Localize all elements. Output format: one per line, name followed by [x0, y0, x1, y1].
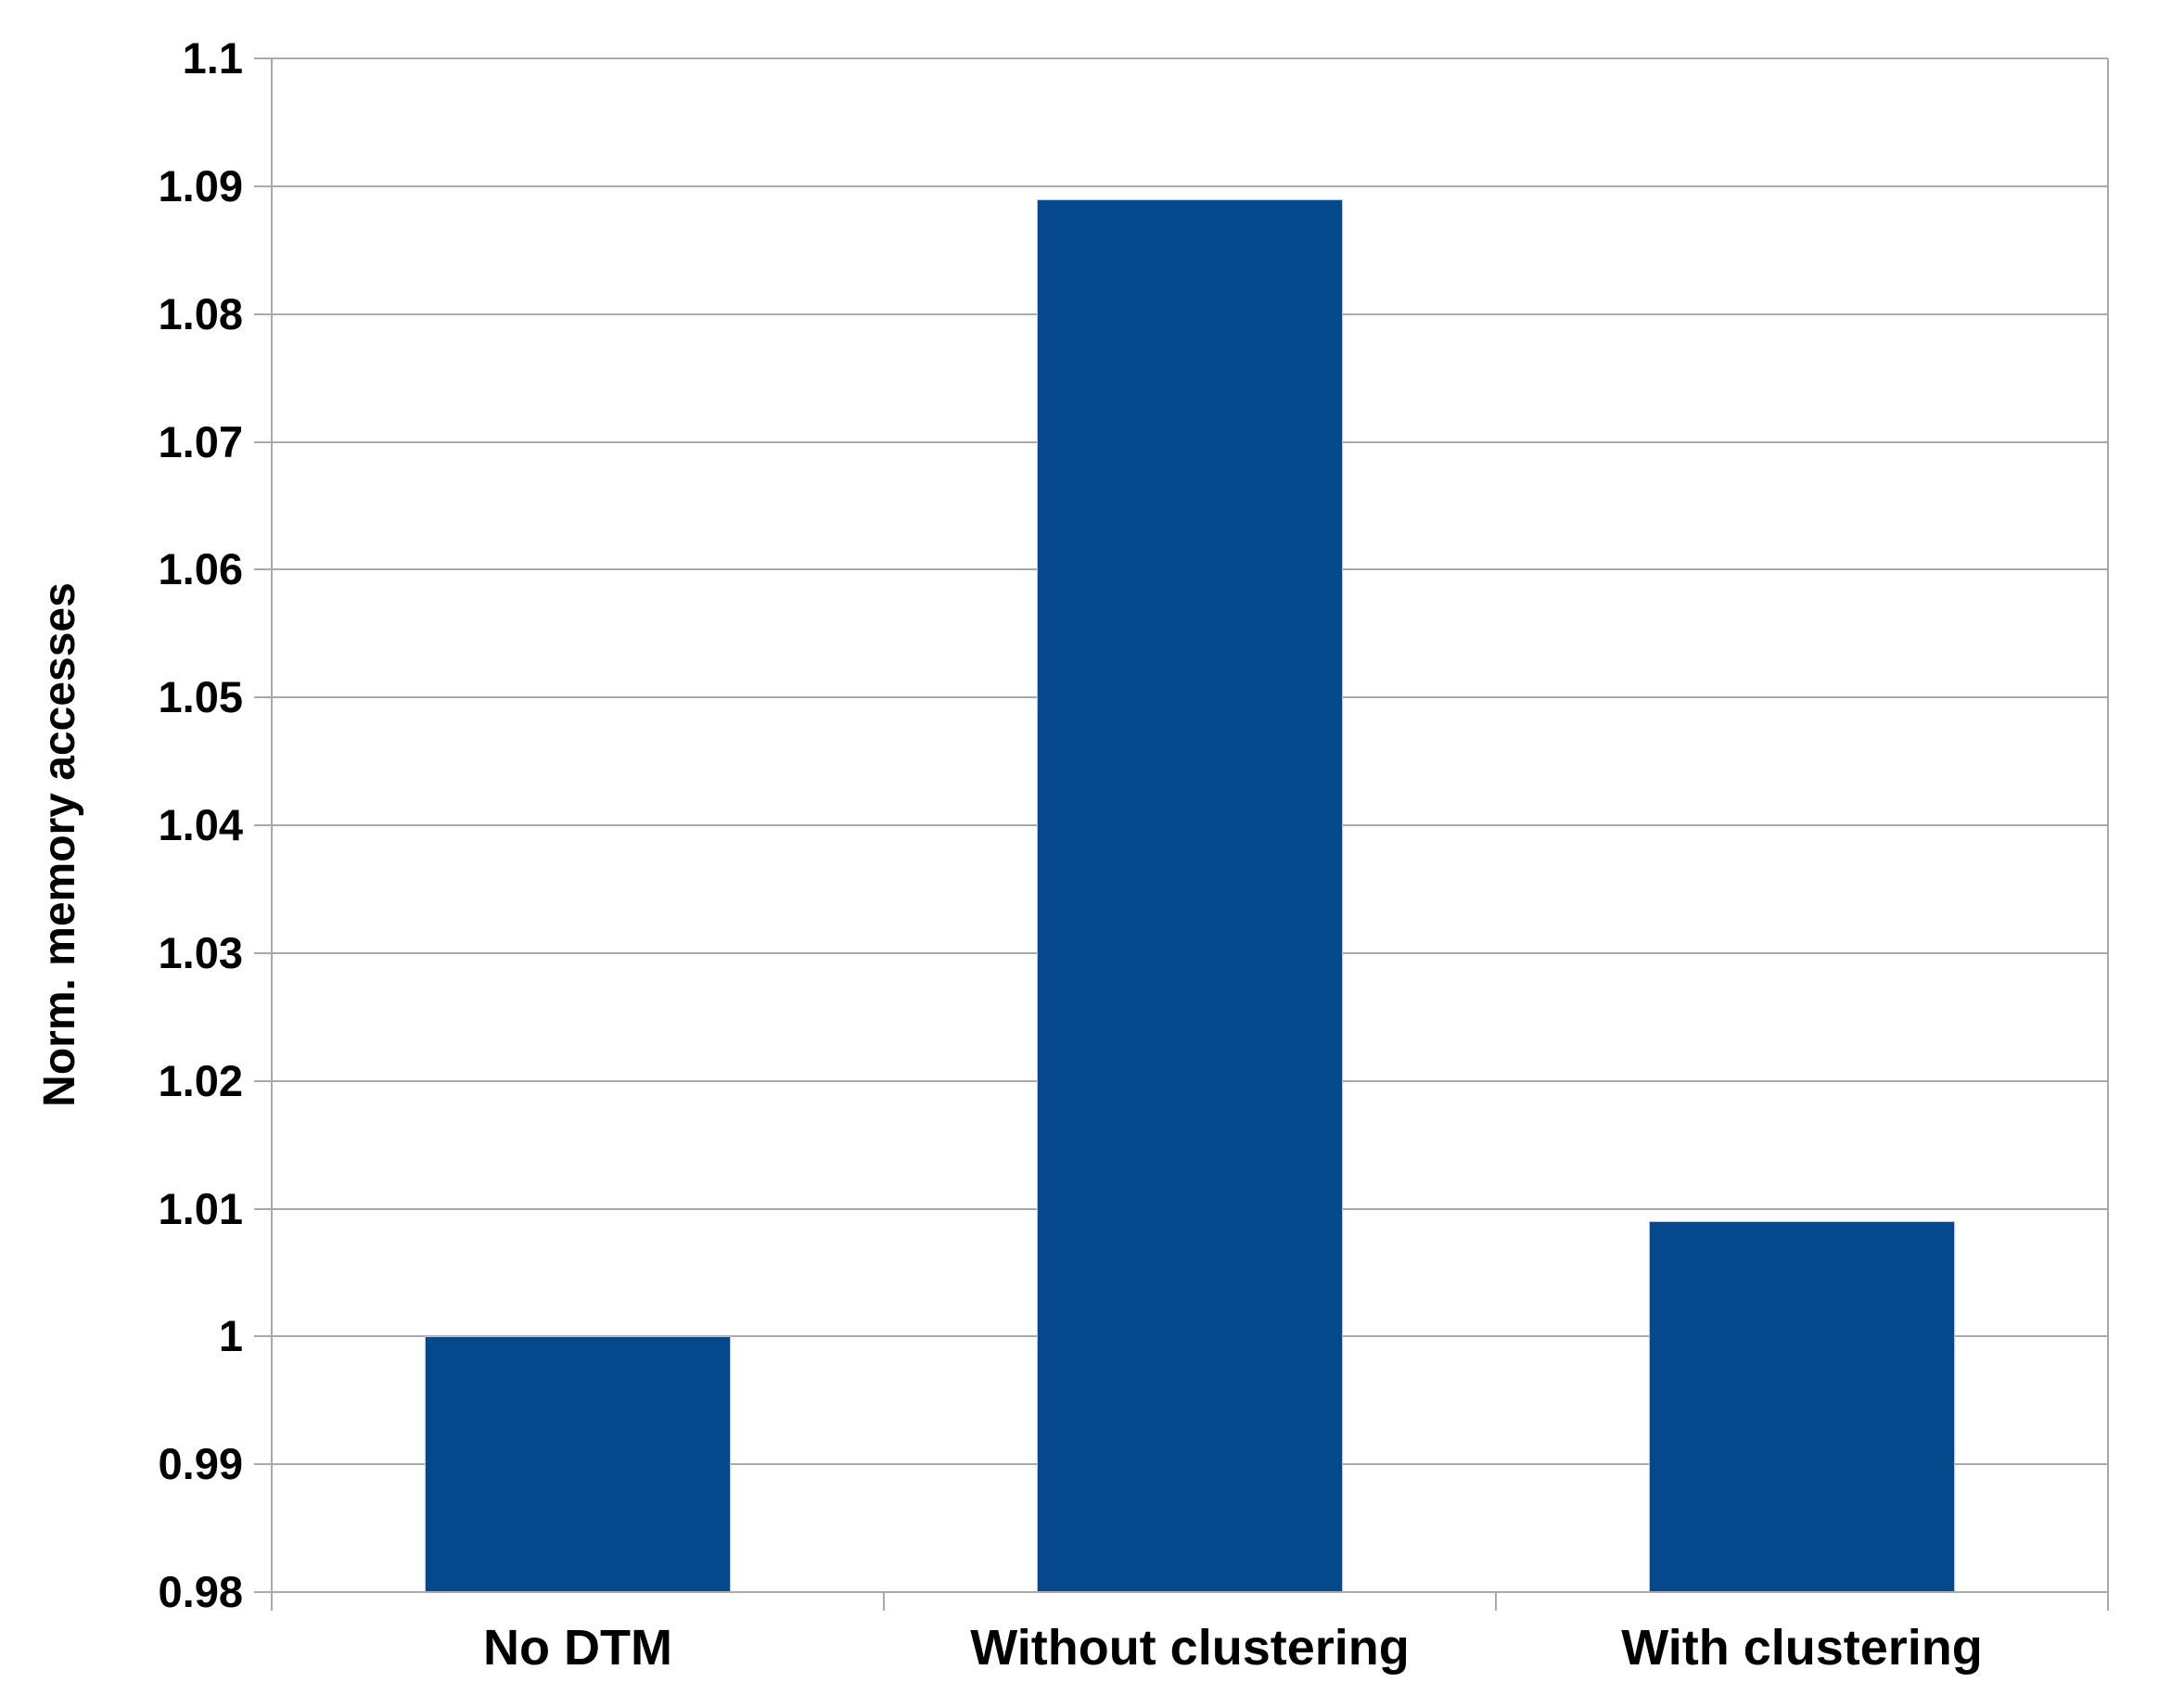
- y-tick-label: 1.04: [158, 800, 243, 849]
- x-axis-label-with-clustering: With clustering: [1621, 1620, 1983, 1676]
- bar-no-dtm: [425, 1336, 731, 1592]
- y-tick-label: 1.02: [158, 1056, 243, 1105]
- y-tick-mark: [254, 1208, 272, 1210]
- y-tick-label: 1.08: [158, 289, 243, 338]
- y-tick-mark: [254, 696, 272, 698]
- y-tick-mark: [254, 952, 272, 954]
- y-tick-mark: [254, 57, 272, 59]
- y-tick-mark: [254, 568, 272, 570]
- plot-right-frame: [2107, 58, 2109, 1611]
- y-tick-label: 1.09: [158, 161, 243, 210]
- x-axis-label-without-clustering: Without clustering: [970, 1620, 1410, 1676]
- y-tick-label: 1.07: [158, 417, 243, 466]
- x-axis-line: [272, 1591, 2108, 1593]
- y-tick-mark: [254, 1591, 272, 1593]
- y-tick-mark: [254, 185, 272, 187]
- y-tick-label: 1: [218, 1311, 243, 1360]
- bar-with-clustering: [1649, 1221, 1955, 1592]
- y-tick-label: 0.99: [158, 1439, 243, 1488]
- bar-without-clustering: [1037, 199, 1343, 1592]
- gridline: [272, 57, 2108, 59]
- y-axis-line: [271, 58, 273, 1611]
- x-axis-label-no-dtm: No DTM: [483, 1620, 672, 1676]
- y-tick-mark: [254, 1080, 272, 1082]
- y-tick-mark: [254, 313, 272, 315]
- y-tick-label: 1.1: [182, 33, 243, 83]
- x-tick-mark: [883, 1592, 885, 1611]
- y-tick-label: 1.01: [158, 1184, 243, 1233]
- y-tick-mark: [254, 1335, 272, 1337]
- y-tick-label: 1.06: [158, 544, 243, 593]
- y-tick-label: 1.03: [158, 928, 243, 977]
- y-tick-mark: [254, 441, 272, 443]
- y-tick-label: 1.05: [158, 672, 243, 721]
- y-tick-label: 0.98: [158, 1567, 243, 1616]
- x-tick-mark: [1495, 1592, 1497, 1611]
- y-tick-mark: [254, 824, 272, 826]
- y-tick-mark: [254, 1463, 272, 1465]
- gridline: [272, 185, 2108, 187]
